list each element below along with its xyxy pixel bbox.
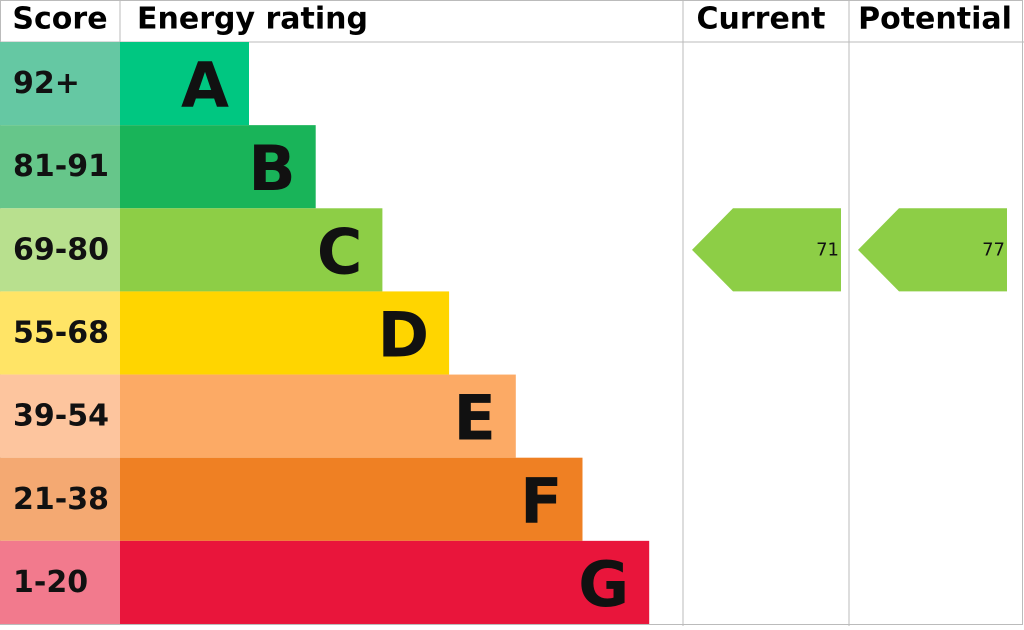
header-rating: Energy rating [137, 2, 368, 37]
rating-bar [120, 291, 450, 375]
score-label: 55-68 [13, 315, 109, 350]
score-label: 92+ [13, 66, 80, 101]
rating-letter: D [378, 298, 429, 371]
rating-letter: C [317, 215, 363, 288]
current-value: 71 [816, 239, 839, 260]
rating-bar [120, 457, 583, 541]
potential-value: 77 [982, 239, 1005, 260]
potential-arrow [858, 208, 1007, 292]
rating-letter: E [453, 382, 495, 455]
score-cell [0, 208, 120, 292]
rating-bar [120, 125, 316, 209]
score-label: 21-38 [13, 482, 109, 517]
score-cell [0, 374, 120, 458]
rating-letter: B [248, 132, 295, 205]
score-cell [0, 540, 120, 624]
header-current: Current [696, 2, 825, 37]
score-label: 69-80 [13, 232, 109, 267]
rating-letter: F [520, 465, 562, 538]
rating-bar [120, 42, 249, 126]
rating-bar [120, 540, 650, 624]
score-cell [0, 125, 120, 209]
rating-letter: A [181, 49, 229, 122]
score-cell [0, 457, 120, 541]
rating-letter: G [578, 548, 629, 621]
header-potential: Potential [858, 2, 1012, 37]
rating-bar [120, 208, 383, 292]
score-label: 39-54 [13, 399, 109, 434]
current-arrow [692, 208, 841, 292]
score-cell [0, 291, 120, 375]
score-label: 81-91 [13, 149, 109, 184]
score-label: 1-20 [13, 565, 88, 600]
rating-bar [120, 374, 516, 458]
header-score: Score [12, 2, 107, 37]
score-cell [0, 42, 120, 126]
